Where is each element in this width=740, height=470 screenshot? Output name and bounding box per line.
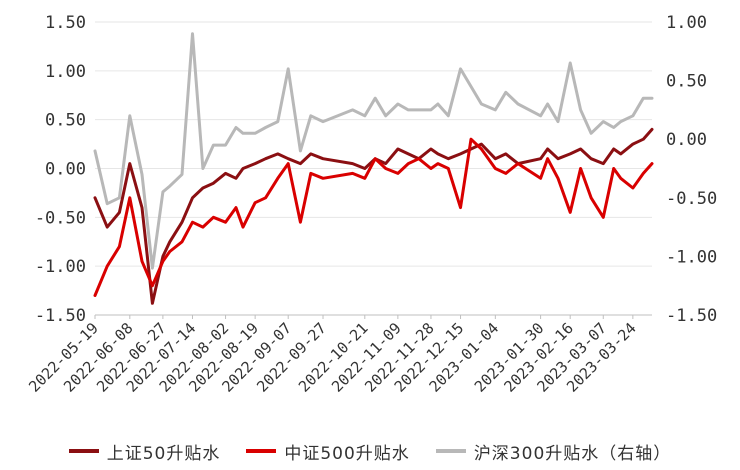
- right-tick-label: 0.00: [666, 130, 707, 150]
- chart-area: -1.50-1.00-0.500.000.501.001.50 -1.50-1.…: [25, 13, 717, 396]
- gridlines: [95, 21, 652, 316]
- right-tick-label: -1.00: [666, 247, 717, 267]
- left-tick-label: 0.50: [45, 111, 86, 131]
- right-tick-label: 0.50: [666, 72, 707, 92]
- legend-swatch: [435, 449, 466, 453]
- right-tick-label: -0.50: [666, 189, 717, 209]
- legend-label: 上证50升贴水: [106, 443, 221, 464]
- left-axis-ticks: -1.50 -1.00 -0.50 0.00 0.50 1.00 1.50: [35, 13, 86, 326]
- right-axis-ticks: -1.50 -1.00 -0.50 0.00 0.50 1.00: [666, 13, 717, 326]
- left-tick-label: -0.50: [35, 208, 86, 228]
- series-line-2: [93, 32, 654, 270]
- series-line-1: [93, 137, 654, 297]
- x-axis-ticks: 2022-05-192022-06-082022-06-272022-07-14…: [25, 315, 640, 396]
- legend-label: 沪深300升贴水（右轴）: [473, 443, 672, 464]
- legend-label: 中证500升贴水: [284, 443, 410, 464]
- left-tick-label: 0.00: [45, 160, 86, 180]
- right-tick-label: 1.00: [666, 13, 707, 33]
- legend-item-2: 沪深300升贴水（右轴）: [435, 439, 672, 464]
- left-tick-label: -1.00: [35, 257, 86, 277]
- legend-swatch: [68, 449, 99, 453]
- series-line-0: [93, 127, 654, 305]
- legend-item-0: 上证50升贴水: [68, 439, 221, 464]
- legend: 上证50升贴水 中证500升贴水 沪深300升贴水（右轴）: [0, 436, 740, 466]
- left-tick-label: -1.50: [35, 306, 86, 326]
- legend-item-1: 中证500升贴水: [246, 439, 409, 464]
- left-tick-label: 1.50: [45, 13, 86, 33]
- left-tick-label: 1.00: [45, 62, 86, 82]
- right-tick-label: -1.50: [666, 306, 717, 326]
- legend-swatch: [246, 449, 277, 453]
- series-lines: [93, 32, 654, 305]
